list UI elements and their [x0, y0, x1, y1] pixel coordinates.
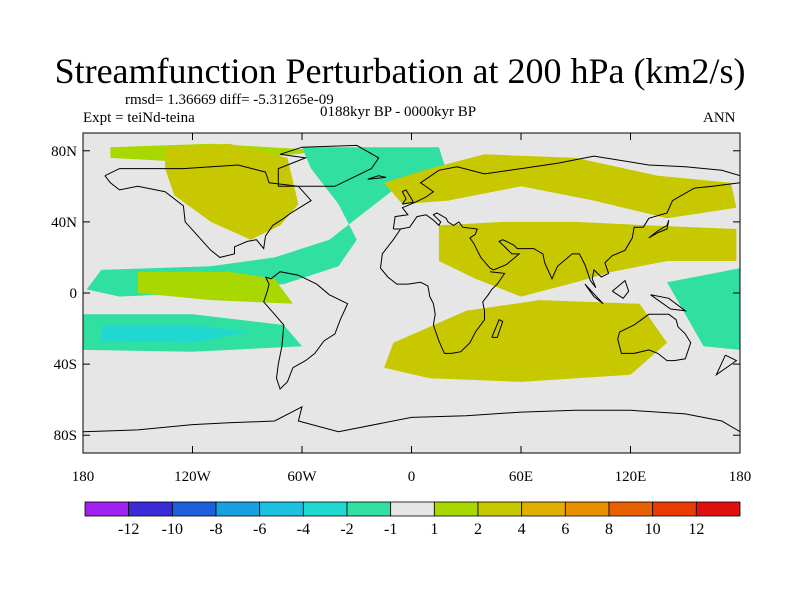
coastline-5 [617, 313, 692, 362]
colorbar-swatch [215, 501, 261, 517]
colorbar-label: 10 [645, 521, 661, 538]
contour-region-asia-core [466, 229, 731, 261]
colorbar-label: -8 [209, 521, 222, 538]
colorbar-label: 4 [518, 521, 526, 538]
season-label: ANN [703, 110, 736, 126]
colorbar-label: -10 [162, 521, 183, 538]
colorbar-swatch [521, 501, 566, 517]
colorbar-swatch [259, 501, 304, 517]
x-tick-label: 60W [287, 469, 317, 485]
colorbar-label: -6 [253, 521, 266, 538]
y-tick-label: 40N [51, 215, 77, 231]
chart-title: Streamfunction Perturbation at 200 hPa (… [54, 51, 746, 91]
colorbar-swatch [171, 501, 217, 517]
contour-region-west-pacific [667, 268, 740, 350]
colorbar-swatch [390, 501, 435, 517]
colorbar-swatch [302, 501, 348, 517]
colorbar-label: -1 [384, 521, 397, 538]
y-tick-label: 0 [70, 286, 78, 302]
colorbar-swatch [128, 501, 173, 517]
coastline-11 [715, 354, 738, 377]
y-tick-label: 40S [54, 357, 77, 373]
colorbar-swatch [84, 501, 130, 517]
contour-region-atlantic-corridor [86, 147, 448, 297]
contour-region-south-indian-core [448, 310, 631, 350]
x-tick-label: 60E [509, 469, 533, 485]
x-tick-label: 120E [615, 469, 647, 485]
coastline-3 [393, 182, 740, 289]
colorbar-swatch [564, 501, 610, 517]
x-tick-label: 180 [729, 469, 752, 485]
contour-region-tropical-pacific [137, 271, 293, 304]
period-label: 0188kyr BP - 0000kyr BP [320, 104, 477, 120]
colorbar-label: 2 [474, 521, 482, 538]
colorbar-swatch [652, 501, 697, 517]
coastline-9 [611, 279, 630, 299]
contour-region-south-pacific-core [101, 325, 248, 343]
y-tick-label: 80S [54, 428, 77, 444]
x-tick-label: 180 [72, 469, 95, 485]
colorbar-label: -2 [340, 521, 353, 538]
stats-label: rmsd= 1.36669 diff= -5.31265e-09 [125, 92, 334, 108]
coastline-6 [491, 319, 504, 338]
coastline-0 [104, 164, 312, 258]
colorbar-label: 12 [688, 521, 704, 538]
contour-region-siberia-core [466, 157, 558, 176]
coastline-15 [83, 405, 740, 433]
y-tick-label: 80N [51, 144, 77, 160]
x-tick-label: 120W [174, 469, 212, 485]
coastline-14 [367, 175, 387, 180]
x-tick-label: 0 [408, 469, 416, 485]
coastline-12 [401, 189, 415, 205]
colorbar-label: -12 [118, 521, 139, 538]
colorbar-swatch [608, 501, 654, 517]
colorbar-swatch [346, 501, 392, 517]
colorbar-swatch [695, 501, 741, 517]
coastline-2 [392, 155, 740, 230]
colorbar-label: -4 [297, 521, 310, 538]
colorbar-swatch [433, 501, 479, 517]
coastline-1 [263, 271, 349, 390]
colorbar-label: 6 [561, 521, 569, 538]
coastline-8 [584, 283, 604, 305]
coastline-7 [648, 219, 670, 239]
expt-label: Expt = teiNd-teina [83, 110, 195, 126]
coastline-13 [277, 144, 380, 187]
colorbar-label: 8 [605, 521, 613, 538]
coastline-10 [650, 294, 688, 312]
colorbar-swatch [477, 501, 523, 517]
colorbar-label: 1 [430, 521, 438, 538]
coastline-4 [379, 228, 506, 354]
